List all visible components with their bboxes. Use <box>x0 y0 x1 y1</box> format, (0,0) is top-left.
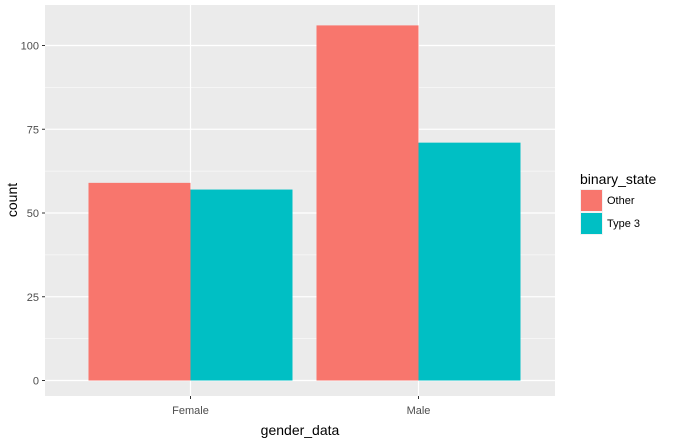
bar-male-type-3 <box>418 142 521 381</box>
bar-male-other <box>316 25 419 381</box>
y-tick-label: 25 <box>27 292 39 304</box>
y-axis-title: count <box>4 183 20 217</box>
legend: binary_state Other Type 3 <box>580 171 656 235</box>
x-tick-label: Female <box>172 405 209 417</box>
x-axis-title: gender_data <box>261 422 340 438</box>
legend-label: Other <box>607 195 635 207</box>
bars <box>88 25 521 381</box>
y-tick-label: 100 <box>21 41 39 53</box>
legend-label: Type 3 <box>607 218 640 230</box>
legend-items: Other Type 3 <box>580 189 640 235</box>
bar-female-type-3 <box>190 189 293 381</box>
legend-swatch-other <box>581 190 602 211</box>
bar-female-other <box>88 182 191 381</box>
legend-title: binary_state <box>580 171 656 187</box>
y-tick-label: 0 <box>33 376 39 388</box>
y-tick-label: 50 <box>27 208 39 220</box>
y-axis: 0 25 50 75 100 <box>21 41 45 388</box>
x-axis: Female Male <box>172 396 430 417</box>
y-tick-label: 75 <box>27 124 39 136</box>
x-tick-label: Male <box>407 405 431 417</box>
legend-swatch-type-3 <box>581 213 602 234</box>
